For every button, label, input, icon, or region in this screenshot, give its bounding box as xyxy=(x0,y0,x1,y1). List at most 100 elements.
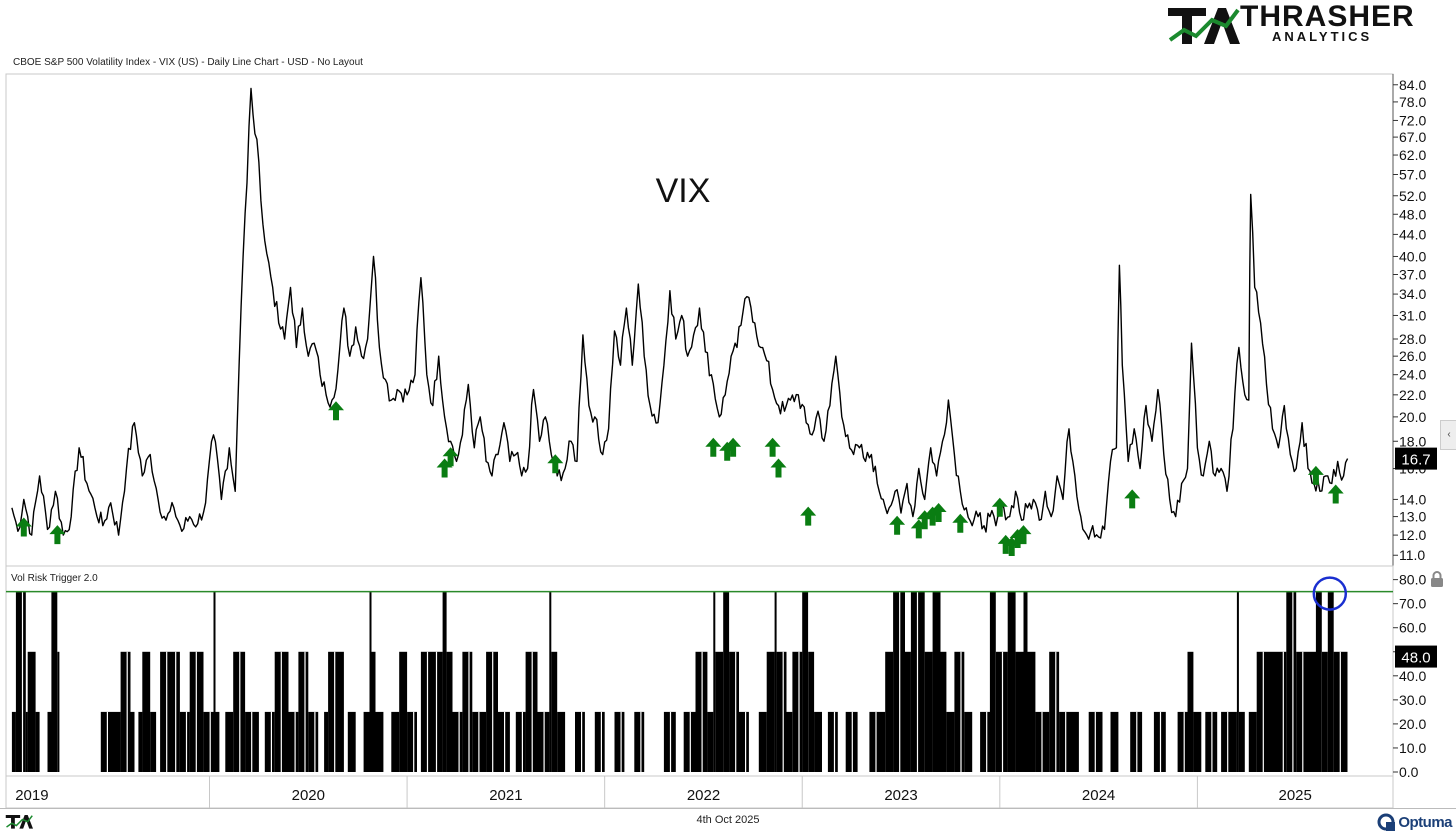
trigger-gap xyxy=(492,651,494,772)
price-tick-label: 84.0 xyxy=(1399,77,1426,93)
trigger-gap xyxy=(531,651,533,772)
trigger-bar xyxy=(25,711,28,772)
year-tick-label: 2020 xyxy=(292,787,325,804)
trigger-bar xyxy=(420,651,443,772)
arrow-shape xyxy=(1124,489,1141,509)
trigger-bar xyxy=(525,651,538,772)
year-tick-label: 2023 xyxy=(884,787,917,804)
price-tick-label: 12.0 xyxy=(1399,527,1426,543)
trigger-bar xyxy=(786,711,793,772)
buy-signal-arrow xyxy=(952,513,969,533)
trigger-bar xyxy=(324,711,329,772)
trigger-bar xyxy=(614,711,625,772)
buy-signal-arrow xyxy=(328,401,344,421)
trigger-bar xyxy=(215,711,220,772)
trigger-bar xyxy=(723,591,730,772)
trigger-bar xyxy=(940,651,947,772)
price-last-value: 16.7 xyxy=(1401,452,1430,469)
trigger-tick-label: 10.0 xyxy=(1399,740,1426,756)
price-chart-title: VIX xyxy=(656,172,711,210)
trigger-gap xyxy=(1159,711,1162,772)
trigger-bar xyxy=(1238,711,1245,772)
collapse-arrow-icon[interactable]: ‹ xyxy=(1440,420,1456,450)
brand-name: THRASHER xyxy=(1240,0,1415,33)
trigger-gap xyxy=(1302,651,1304,772)
arrow-shape xyxy=(15,517,32,537)
trigger-bar xyxy=(776,651,787,772)
trigger-bar xyxy=(995,651,1008,772)
trigger-gap xyxy=(504,711,506,772)
arrow-shape xyxy=(800,506,817,526)
trigger-gap xyxy=(175,651,177,772)
price-tick-label: 67.0 xyxy=(1399,129,1426,145)
price-tick-label: 26.0 xyxy=(1399,348,1426,364)
trigger-gap xyxy=(782,651,784,772)
trigger-bar xyxy=(15,591,26,772)
price-tick-label: 14.0 xyxy=(1399,491,1426,507)
trigger-bar xyxy=(802,591,809,772)
arrow-shape xyxy=(705,437,722,457)
trigger-bar xyxy=(100,711,121,772)
arrow-shape xyxy=(770,458,787,478)
buy-signal-arrow xyxy=(1124,489,1141,509)
footer-bar: 4th Oct 2025 Optuma xyxy=(0,808,1456,837)
trigger-bar xyxy=(758,711,767,772)
trigger-gap xyxy=(478,711,480,772)
trigger-gap xyxy=(294,711,296,772)
trigger-bar xyxy=(27,651,36,772)
trigger-gap xyxy=(916,591,919,772)
trigger-bar xyxy=(391,711,400,772)
trigger-bar xyxy=(363,711,370,772)
buy-signal-arrow xyxy=(800,506,817,526)
price-last-value-box xyxy=(1395,447,1437,470)
trigger-bar xyxy=(375,711,384,772)
trigger-gap xyxy=(458,711,460,772)
trigger-bar xyxy=(150,711,157,772)
trigger-bar xyxy=(1059,711,1079,772)
trigger-bar xyxy=(160,651,180,772)
trigger-bar xyxy=(766,651,775,772)
buy-signal-arrow xyxy=(1015,525,1032,545)
trigger-gap xyxy=(600,711,602,772)
trigger-bar xyxy=(774,591,777,772)
trigger-gap xyxy=(1262,651,1264,772)
trigger-bar xyxy=(288,711,299,772)
trigger-gap xyxy=(426,651,429,772)
vol-risk-trigger-panel: Vol Risk Trigger 2.080.070.060.050.040.0… xyxy=(5,565,1437,780)
trigger-tick-label: 20.0 xyxy=(1399,716,1426,732)
trigger-bar xyxy=(869,711,886,772)
chart-area[interactable]: 84.078.0 72.067.0 62.0 57.0 52.0 48.0 44.0 40.0… xyxy=(0,70,1456,808)
trigger-gap xyxy=(195,651,197,772)
trigger-bar xyxy=(298,651,309,772)
trigger-bar xyxy=(946,711,955,772)
trigger-bar xyxy=(713,591,716,772)
trigger-bar xyxy=(486,651,498,772)
trigger-tick-label: 70.0 xyxy=(1399,596,1426,612)
trigger-bar xyxy=(1256,651,1287,772)
price-tick-label: 24.0 xyxy=(1399,367,1426,383)
header-bar: THRASHER ANALYTICS CBOE S&P 500 Volatili… xyxy=(0,0,1456,74)
trigger-bar xyxy=(264,711,275,772)
price-plot-frame xyxy=(5,73,1394,567)
arrow-shape xyxy=(1327,484,1344,504)
trigger-bar xyxy=(814,711,822,772)
trigger-gap xyxy=(669,711,672,772)
trigger-bar xyxy=(594,711,605,772)
buy-signal-arrow xyxy=(15,517,32,537)
trigger-gap xyxy=(851,711,853,772)
buy-signal-arrow xyxy=(1307,465,1324,485)
price-tick-label: 22.0 xyxy=(1399,387,1426,403)
trigger-gap xyxy=(251,711,253,772)
trigger-bar xyxy=(233,651,246,772)
trigger-bar xyxy=(1248,711,1257,772)
trigger-gap xyxy=(21,591,24,772)
lock-icon[interactable] xyxy=(1427,569,1447,589)
trigger-bar xyxy=(1187,651,1194,772)
trigger-bar xyxy=(179,711,190,772)
trigger-gap xyxy=(1227,711,1229,772)
ta-logo-icon xyxy=(5,814,33,829)
trigger-bar xyxy=(1007,591,1016,772)
trigger-gap xyxy=(899,591,901,772)
trigger-bar xyxy=(1153,711,1166,772)
trigger-gap xyxy=(1292,591,1294,772)
